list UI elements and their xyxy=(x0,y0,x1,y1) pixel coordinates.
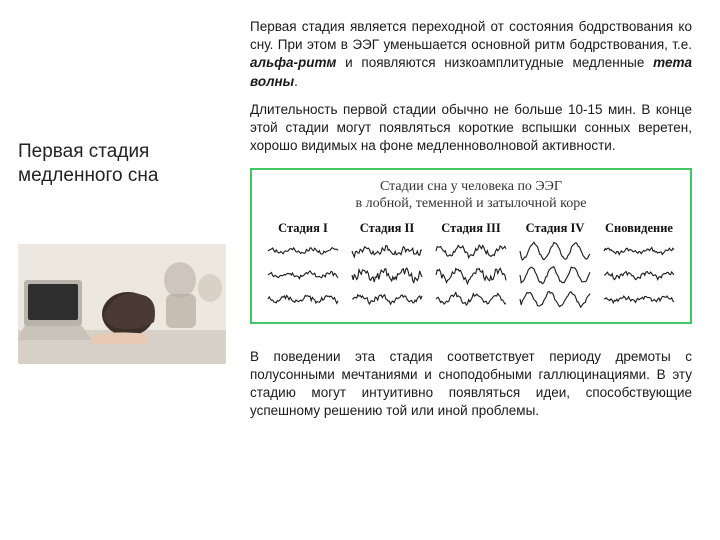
eeg-wave xyxy=(516,288,594,310)
right-column: Первая стадия является переходной от сос… xyxy=(250,18,692,526)
eeg-wave xyxy=(264,288,342,310)
chart-title-line1: Стадии сна у человека по ЭЭГ xyxy=(380,179,562,194)
paragraph-1: Первая стадия является переходной от сос… xyxy=(250,18,692,91)
eeg-chart: Стадии сна у человека по ЭЭГ в лобной, т… xyxy=(250,168,692,324)
photo-illustration xyxy=(18,244,226,364)
wave-rows xyxy=(264,240,678,310)
eeg-wave xyxy=(264,240,342,262)
p1-alpha: альфа-ритм xyxy=(250,55,336,70)
wave-row xyxy=(264,240,678,262)
eeg-wave xyxy=(432,288,510,310)
eeg-wave xyxy=(600,264,678,286)
stage-label: Сновидение xyxy=(600,221,678,236)
eeg-wave xyxy=(264,264,342,286)
eeg-wave xyxy=(348,264,426,286)
paragraph-3: В поведении эта стадия соответствует пер… xyxy=(250,348,692,421)
chart-title: Стадии сна у человека по ЭЭГ в лобной, т… xyxy=(264,178,678,213)
stage-label: Стадия II xyxy=(348,221,426,236)
stage-label: Стадия III xyxy=(432,221,510,236)
p1-prefix: Первая стадия является переходной от сос… xyxy=(250,19,692,52)
photo-placeholder xyxy=(18,244,226,364)
eeg-wave xyxy=(348,288,426,310)
eeg-wave xyxy=(600,240,678,262)
slide-title: Первая стадия медленного сна xyxy=(18,140,228,188)
left-column: Первая стадия медленного сна xyxy=(18,18,228,526)
wave-row xyxy=(264,264,678,286)
stage-labels-row: Стадия I Стадия II Стадия III Стадия IV … xyxy=(264,221,678,236)
chart-title-line2: в лобной, теменной и затылочной коре xyxy=(356,196,587,211)
p1-suffix: . xyxy=(294,74,298,89)
eeg-wave xyxy=(516,264,594,286)
eeg-wave xyxy=(348,240,426,262)
stage-label: Стадия I xyxy=(264,221,342,236)
stage-label: Стадия IV xyxy=(516,221,594,236)
eeg-wave xyxy=(432,240,510,262)
wave-row xyxy=(264,288,678,310)
eeg-wave xyxy=(432,264,510,286)
eeg-wave xyxy=(516,240,594,262)
slide-page: Первая стадия медленного сна xyxy=(0,0,720,540)
p1-mid: и появляются низкоамплитудные медленные xyxy=(336,55,653,70)
paragraph-2: Длительность первой стадии обычно не бол… xyxy=(250,101,692,156)
eeg-wave xyxy=(600,288,678,310)
